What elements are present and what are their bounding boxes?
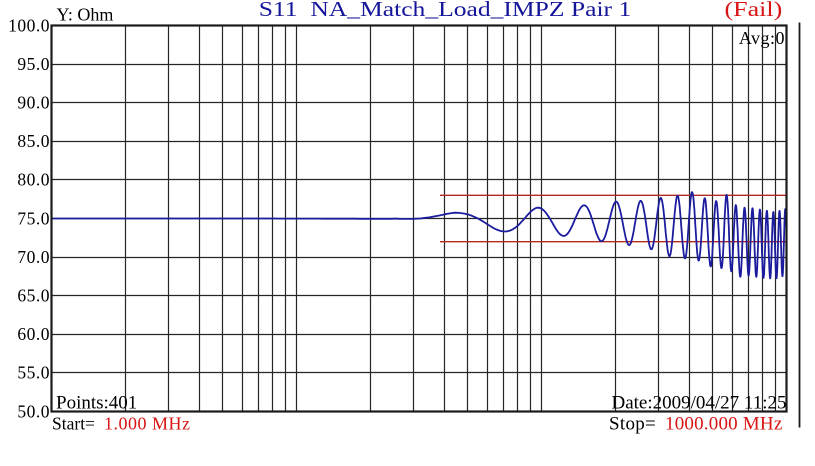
svg-text:100.0: 100.0 xyxy=(8,15,50,35)
svg-text:95.0: 95.0 xyxy=(17,54,50,74)
svg-text:80.0: 80.0 xyxy=(17,170,50,190)
svg-text:Start=: Start= xyxy=(52,414,95,434)
svg-text:S11 NA_Match_Load_IMPZ Pair 1: S11 NA_Match_Load_IMPZ Pair 1 xyxy=(259,0,632,21)
svg-text:60.0: 60.0 xyxy=(17,324,50,344)
svg-text:1.000 MHz: 1.000 MHz xyxy=(104,414,191,434)
svg-text:Y: Ohm: Y: Ohm xyxy=(57,5,114,25)
svg-text:Avg:0: Avg:0 xyxy=(739,28,785,48)
svg-text:50.0: 50.0 xyxy=(17,401,50,421)
svg-text:Date:2009/04/27 11:25: Date:2009/04/27 11:25 xyxy=(611,392,786,413)
svg-text:75.0: 75.0 xyxy=(17,208,50,228)
svg-text:70.0: 70.0 xyxy=(17,247,50,267)
svg-text:55.0: 55.0 xyxy=(17,363,50,383)
svg-text:Stop=: Stop= xyxy=(609,414,656,435)
svg-text:Points:401: Points:401 xyxy=(56,392,137,413)
svg-text:90.0: 90.0 xyxy=(17,93,50,113)
svg-text:85.0: 85.0 xyxy=(17,131,50,151)
svg-text:65.0: 65.0 xyxy=(17,286,50,306)
svg-text:(Fail): (Fail) xyxy=(725,0,783,21)
svg-text:1000.000 MHz: 1000.000 MHz xyxy=(665,414,782,435)
